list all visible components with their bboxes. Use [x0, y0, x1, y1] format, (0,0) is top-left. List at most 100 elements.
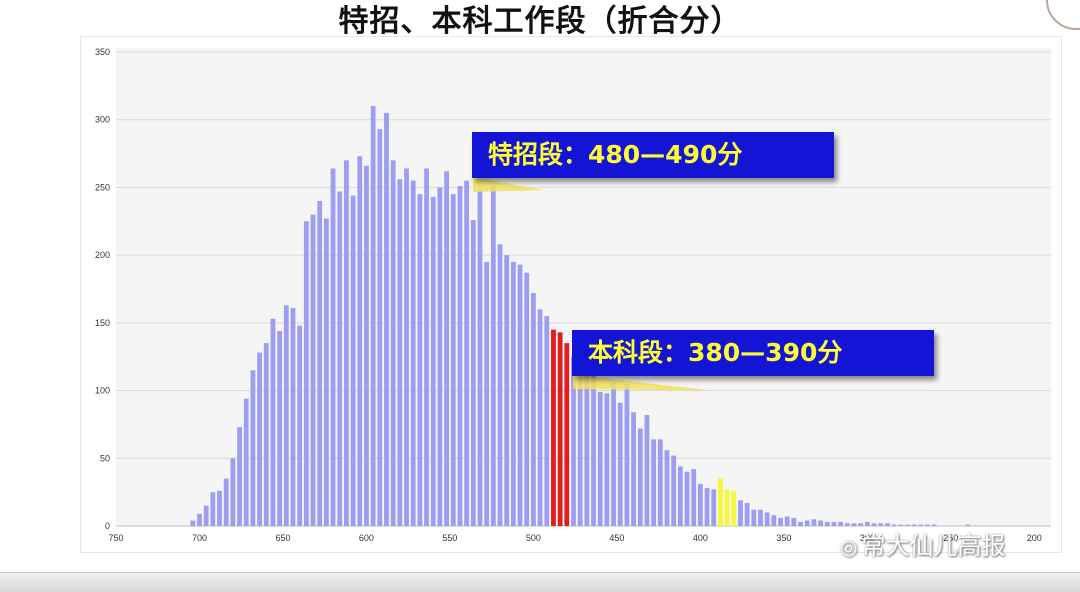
bar: [390, 160, 396, 526]
bar: [557, 332, 563, 526]
bar: [691, 469, 697, 526]
callout-undergrad-range: 本科段：380—390分: [572, 330, 934, 376]
bar: [450, 194, 456, 526]
undergrad-leader: [573, 375, 714, 391]
bar: [597, 391, 603, 526]
bar: [337, 191, 343, 526]
bar: [798, 521, 803, 526]
bar: [898, 524, 904, 526]
bar: [303, 221, 309, 527]
bar: [811, 519, 817, 526]
special-leader: [473, 177, 545, 192]
gridlines: [116, 48, 1051, 527]
bar: [277, 330, 283, 526]
bar: [731, 490, 737, 526]
bar: [283, 305, 289, 526]
bar: [317, 200, 323, 526]
bar: [344, 160, 349, 526]
bar: [684, 471, 690, 526]
bar: [410, 180, 416, 526]
x-tick-label: 350: [776, 533, 791, 543]
x-tick-label: 450: [609, 533, 624, 543]
x-tick-label: 600: [359, 533, 374, 543]
bar: [617, 402, 623, 526]
watermark-text: 常大仙儿高报: [861, 532, 1006, 560]
watermark: ◎ 常大仙儿高报: [840, 526, 1005, 561]
bar: [891, 524, 897, 526]
bar: [457, 186, 463, 526]
bar: [724, 489, 730, 526]
y-tick-label: 350: [95, 47, 110, 57]
bar: [911, 524, 917, 526]
bar: [464, 180, 470, 526]
x-tick-label: 300: [860, 533, 875, 543]
bar: [771, 515, 777, 526]
x-tick-label: 400: [693, 533, 708, 543]
y-tick-label: 300: [95, 115, 110, 125]
bar: [484, 261, 490, 526]
bar: [918, 524, 924, 526]
x-tick-label: 500: [526, 533, 541, 543]
bar: [804, 520, 810, 526]
bar: [884, 523, 890, 526]
bar: [257, 352, 262, 526]
bar: [905, 524, 910, 526]
axis-ticks: 0 50 100 150 200 250 300 350 750 700 650 600 550 500 4…: [95, 47, 1042, 543]
bar: [203, 505, 209, 526]
bar: [637, 428, 643, 526]
bottom-bar: [0, 572, 1080, 592]
bar: [711, 489, 717, 526]
bar: [631, 412, 636, 526]
bar: [784, 516, 790, 526]
bar: [858, 523, 864, 526]
bar: [230, 458, 236, 526]
bar: [584, 371, 590, 526]
bar: [504, 255, 510, 526]
bar-series: [190, 106, 970, 527]
bar: [931, 524, 937, 526]
bar: [270, 318, 276, 526]
x-tick-label: 700: [192, 533, 207, 543]
bar: [444, 171, 449, 527]
bar: [323, 218, 329, 526]
bar: [824, 521, 830, 526]
bar: [384, 112, 389, 526]
x-tick-label: 250: [943, 533, 958, 543]
bar: [470, 219, 476, 526]
bar: [925, 524, 930, 526]
bar: [551, 329, 556, 526]
chart-frame: 0 50 100 150 200 250 300 350 750 700 650 600 550 500 4…: [80, 36, 1062, 553]
bar: [357, 156, 363, 526]
bar: [217, 490, 222, 526]
y-tick-label: 100: [95, 386, 110, 396]
bar: [397, 179, 403, 526]
y-tick-label: 50: [100, 453, 110, 463]
bar: [424, 168, 429, 526]
y-tick-label: 250: [95, 182, 110, 192]
bar: [290, 307, 296, 526]
y-tick-label: 200: [95, 250, 110, 260]
bar: [197, 513, 202, 526]
bar: [417, 194, 423, 526]
bar: [591, 366, 596, 526]
bar: [517, 264, 523, 526]
bar: [497, 244, 503, 526]
bar: [544, 316, 550, 526]
bar: [671, 455, 677, 526]
bar: [537, 309, 543, 526]
bar: [370, 106, 376, 527]
y-tick-label: 0: [105, 521, 110, 531]
histogram-chart: 0 50 100 150 200 250 300 350 750 700 650 600 550 500 4…: [95, 47, 1051, 543]
bar: [250, 370, 256, 526]
bar: [237, 427, 242, 526]
x-tick-label: 200: [1027, 533, 1042, 543]
x-tick-label: 750: [108, 533, 123, 543]
bar: [490, 186, 496, 526]
bar: [738, 500, 743, 526]
bar: [297, 325, 303, 526]
bar: [310, 214, 316, 526]
bar: [430, 196, 436, 526]
callout-special-range: 特招段：480—490分: [472, 132, 834, 178]
bar: [223, 478, 229, 526]
bar: [677, 466, 683, 526]
